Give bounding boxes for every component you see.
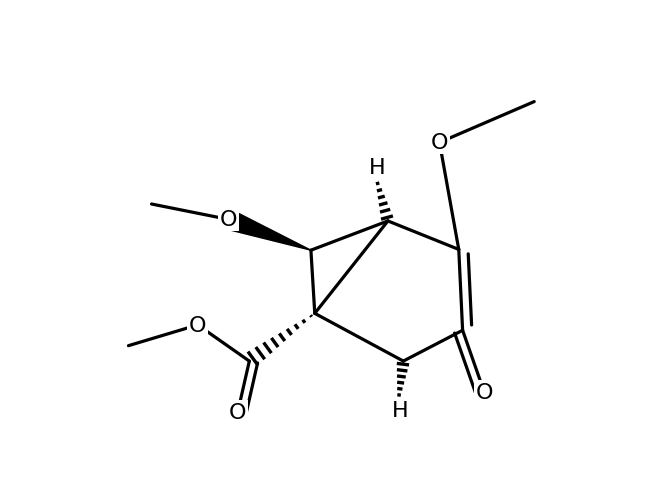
Text: O: O bbox=[229, 402, 246, 422]
Text: H: H bbox=[369, 158, 386, 178]
Text: O: O bbox=[476, 382, 493, 402]
Text: H: H bbox=[392, 401, 409, 420]
Text: O: O bbox=[431, 133, 448, 153]
Text: O: O bbox=[189, 315, 206, 335]
Text: O: O bbox=[220, 210, 237, 230]
Polygon shape bbox=[225, 210, 311, 250]
